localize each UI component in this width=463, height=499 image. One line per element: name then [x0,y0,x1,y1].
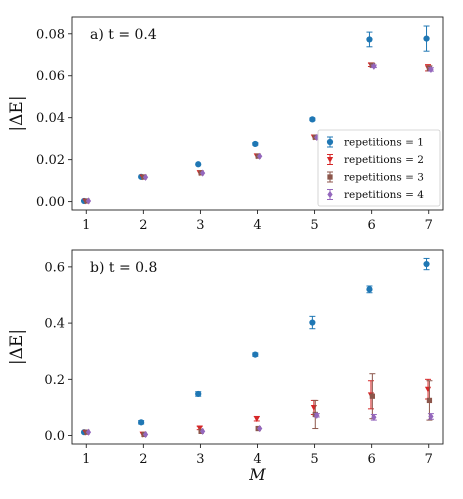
data-point [309,319,316,326]
x-tick-label: 7 [425,452,433,467]
data-point [195,161,202,168]
x-tick-label: 5 [310,452,318,467]
data-point [85,428,92,436]
x-tick-label: 3 [196,452,204,467]
series-repetitions-1 [80,25,430,205]
y-axis-label: |ΔE| [7,329,27,365]
data-point [253,416,260,423]
y-tick-label: 0.6 [44,260,65,275]
data-point [199,169,206,177]
data-point [257,152,263,160]
x-axis-label: M [248,465,266,484]
data-point [310,404,317,411]
series-repetitions-1 [80,257,430,436]
legend-entry: repetitions = 3 [327,171,424,184]
legend-label: repetitions = 3 [344,172,424,184]
data-point [314,411,320,419]
x-tick-label: 5 [310,218,318,233]
y-tick-label: 0.02 [36,153,65,168]
data-point [142,173,149,181]
y-tick-label: 0.06 [36,69,65,84]
x-tick-label: 7 [425,218,433,233]
x-tick-label: 3 [196,218,204,233]
data-point [424,386,432,393]
data-point [369,393,375,399]
x-tick-label: 2 [139,218,147,233]
legend-label: repetitions = 1 [344,137,424,149]
x-tick-label: 2 [139,452,147,467]
data-point [428,412,434,421]
data-point [423,35,430,42]
y-tick-label: 0.04 [36,111,65,126]
legend-label: repetitions = 2 [344,154,424,166]
legend: repetitions = 1 repetitions = 2 repetition… [317,129,441,207]
x-tick-label: 1 [82,452,90,467]
data-point [142,430,149,439]
data-point [426,397,433,404]
x-tick-label: 1 [82,218,90,233]
legend-marker [326,157,334,163]
data-point [196,425,203,432]
legend-label: repetitions = 4 [344,189,424,201]
data-point [252,140,259,148]
y-tick-label: 0.00 [36,195,65,210]
data-point [257,424,263,433]
legend-entry: repetitions = 4 [327,189,424,201]
data-point [85,197,92,205]
data-point [366,36,373,43]
legend-marker [326,138,334,146]
plot-frame [71,249,444,445]
y-axis-label: |ΔE| [7,95,27,131]
data-point [195,390,202,398]
data-point [423,260,430,268]
legend-marker [327,190,333,199]
legend-entry: repetitions = 1 [326,136,424,149]
x-tick-label: 4 [253,452,261,467]
panel-title: a) t = 0.4 [90,27,157,43]
y-tick-label: 0.0 [44,429,65,444]
data-point [309,116,316,123]
legend-marker [327,174,333,180]
x-tick-label: 4 [253,218,261,233]
panel-a: 1 2 3 4 5 6 7 0.00 0.02 0.04 0.06 0.08 |ΔE| a) t = 0.… [7,16,444,233]
series-repetitions-4 [85,411,434,439]
x-tick-label: 6 [368,452,376,467]
y-tick-label: 0.2 [44,373,65,388]
panel-title: b) t = 0.8 [90,260,157,276]
x-tick-label: 6 [368,218,376,233]
y-tick-label: 0.08 [36,27,65,42]
panel-b: 1 2 3 4 5 6 7 0.0 0.2 0.4 0.6 |ΔE| Mb) t = 0.8 [7,249,444,484]
data-point [366,286,373,293]
data-point [371,62,377,70]
data-point [138,419,145,426]
y-tick-label: 0.4 [44,317,65,332]
data-point [252,351,259,358]
data-point [428,65,434,74]
legend-box [317,129,441,207]
data-point [199,427,206,435]
data-point [371,413,377,421]
legend-entry: repetitions = 2 [326,154,424,166]
